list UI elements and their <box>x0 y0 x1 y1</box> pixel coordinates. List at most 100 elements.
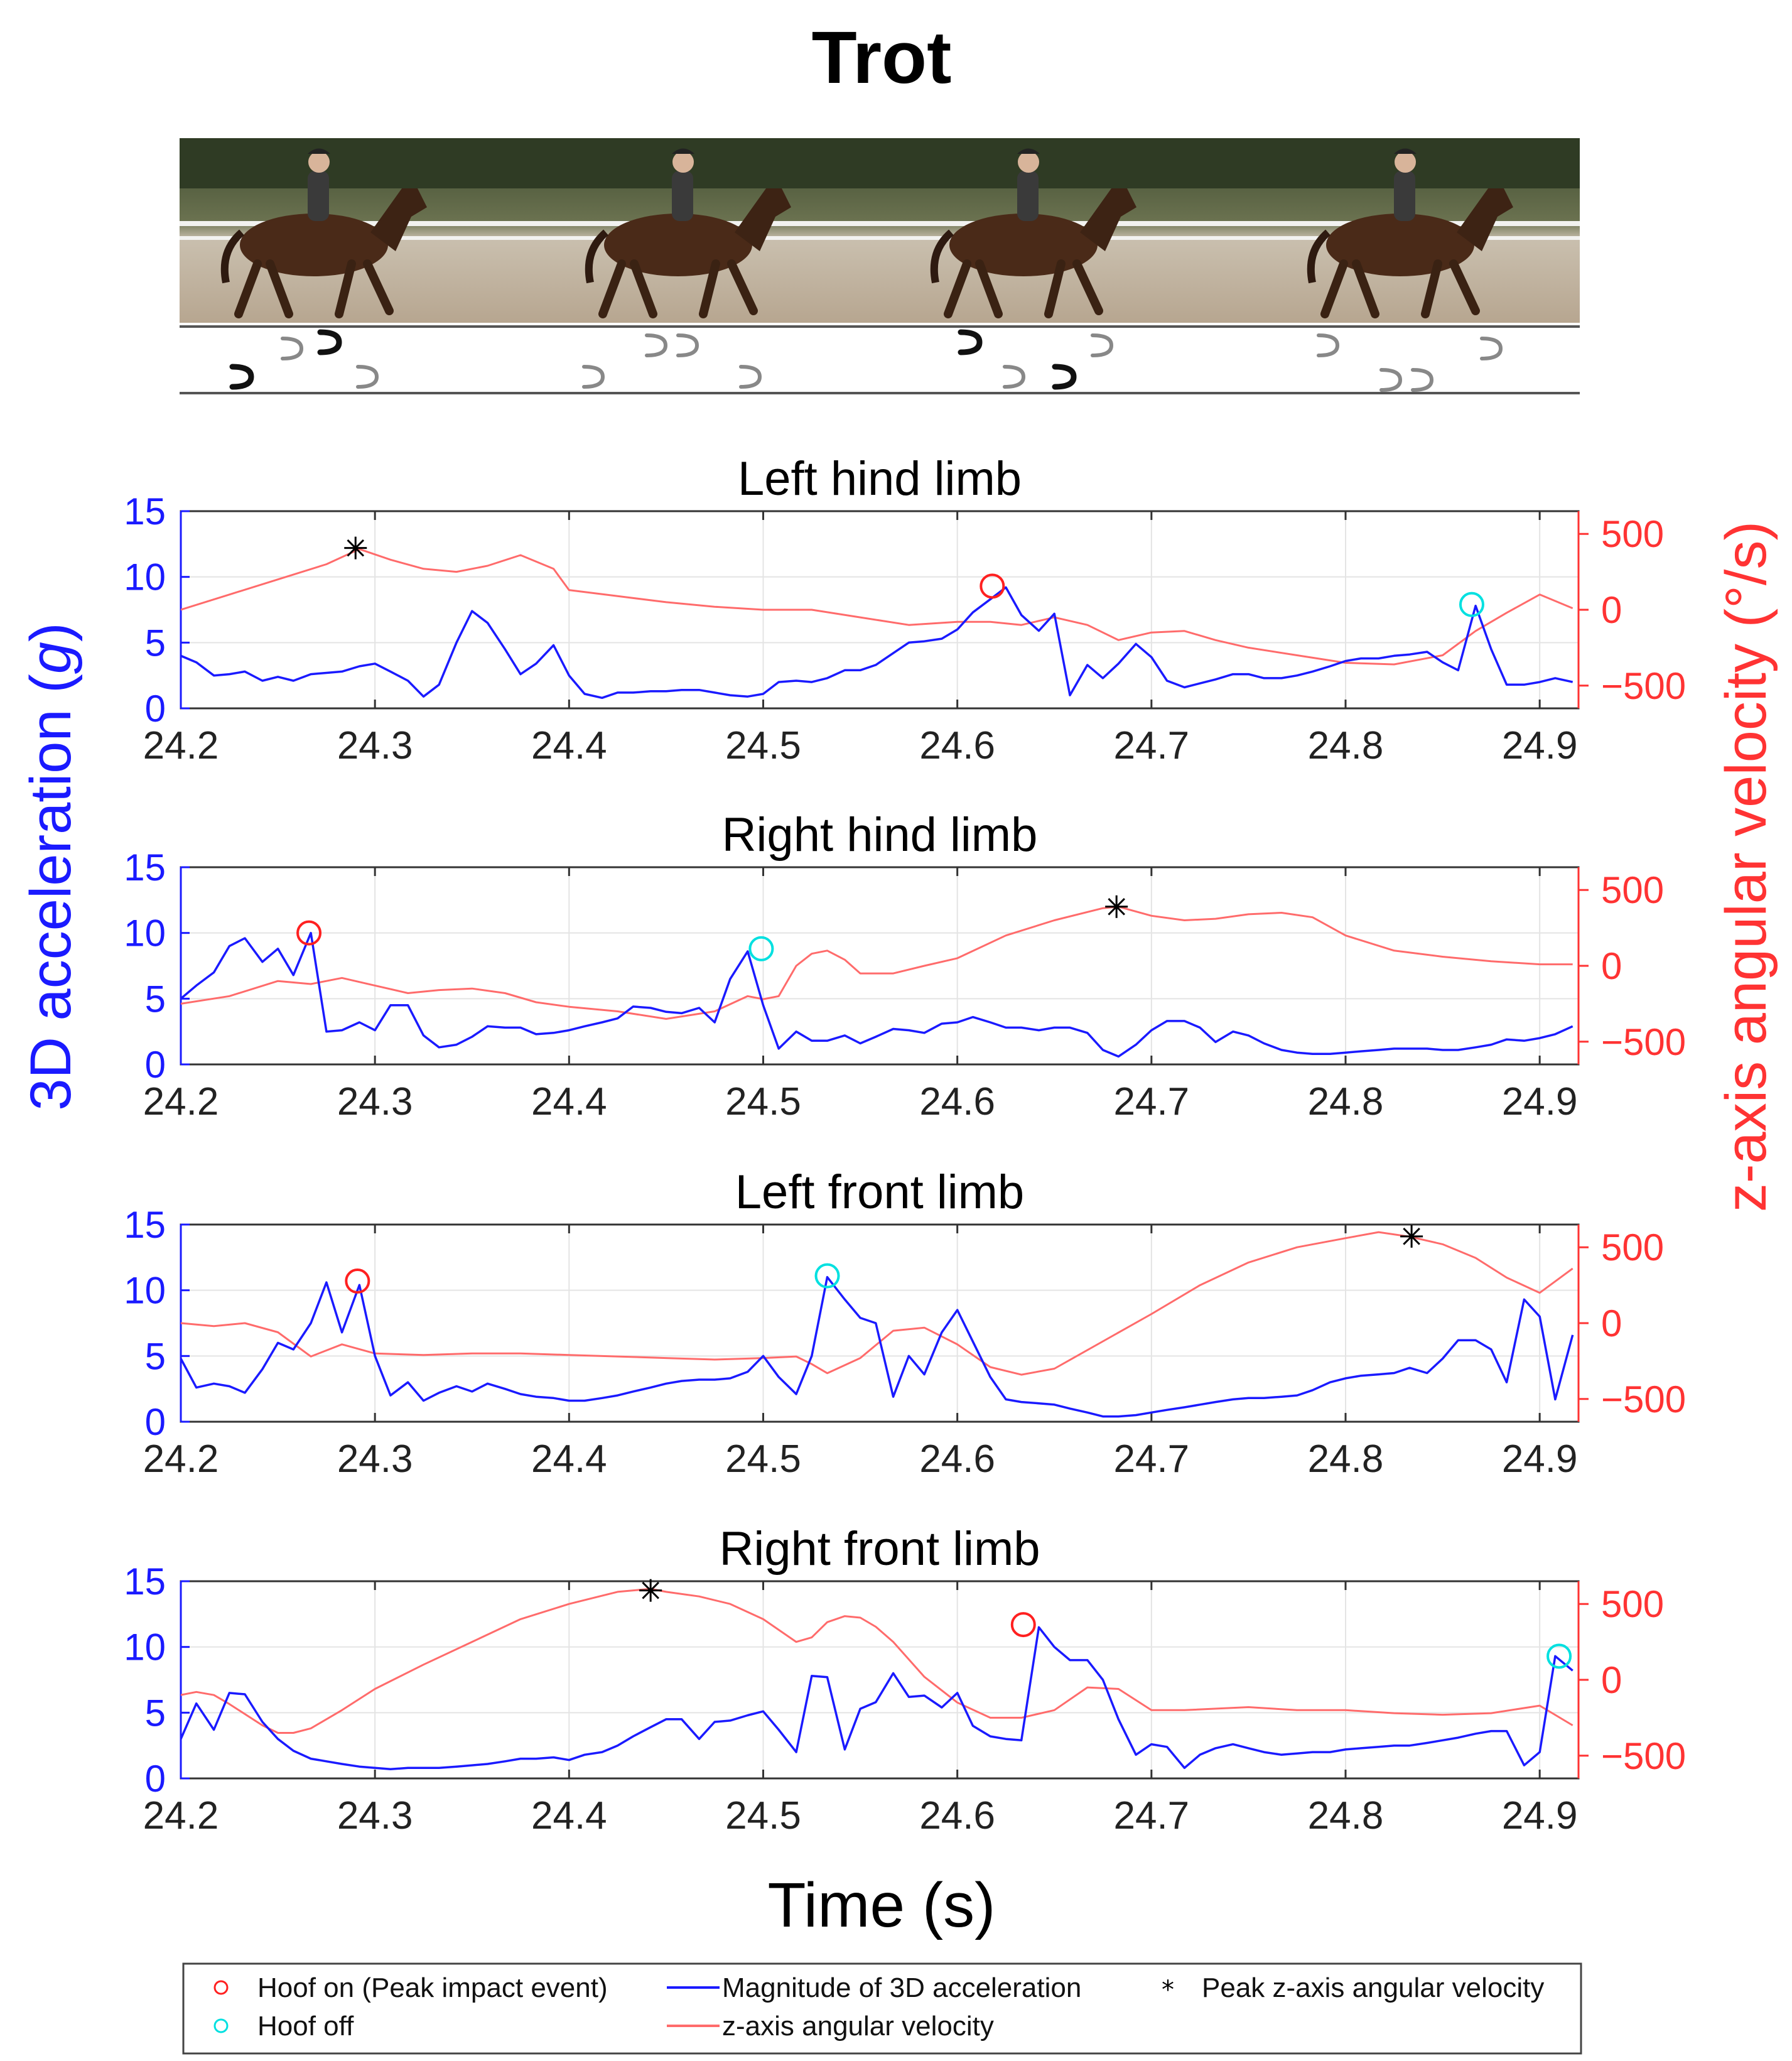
peak-angular-velocity-marker <box>639 1579 662 1602</box>
x-tick-label: 24.9 <box>1502 1437 1578 1481</box>
x-tick-label: 24.2 <box>143 1437 219 1481</box>
hoof-on-marker <box>296 920 322 946</box>
angular-velocity-series-line <box>181 548 1573 666</box>
x-tick-label: 24.3 <box>337 724 413 767</box>
x-tick-label: 24.6 <box>919 1080 995 1123</box>
horse-rider-icon <box>1307 148 1513 318</box>
y-tick-label-right: 0 <box>1601 945 1622 987</box>
x-tick-label: 24.8 <box>1308 724 1384 767</box>
hoof-print-icon <box>645 333 668 357</box>
hoof-print-icon <box>676 333 699 357</box>
acceleration-series-line <box>181 586 1573 700</box>
legend-angular-label: z-axis angular velocity <box>722 2011 994 2042</box>
horse-photo-strip <box>180 138 1580 323</box>
horse-rider-icon <box>585 148 791 318</box>
hoof-print-icon <box>281 337 304 360</box>
x-tick-label: 24.2 <box>143 1080 219 1123</box>
panel-left-hind-limb: Left hind limb 24.2 24.3 24.4 24.5 24.6 24.7 24… <box>124 452 1686 767</box>
hoof-on-marker <box>345 1269 370 1294</box>
x-tick-label: 24.2 <box>143 1794 219 1837</box>
axes-box <box>180 1223 1580 1423</box>
panel-title: Right hind limb <box>722 808 1038 862</box>
arena-fence <box>180 221 1580 240</box>
hoof-print-icon <box>1411 368 1434 392</box>
hoof-print-icon <box>1317 333 1340 357</box>
acceleration-series-line <box>181 1626 1573 1771</box>
figure-title: Trot <box>812 16 952 99</box>
x-tick-label: 24.4 <box>531 724 607 767</box>
hoof-off-marker <box>1459 592 1484 617</box>
x-tick-label: 24.8 <box>1308 1794 1384 1837</box>
x-tick-label: 24.3 <box>337 1437 413 1481</box>
axes-box <box>180 510 1580 710</box>
y-tick-label-left: 0 <box>145 688 166 730</box>
y-tick-label-left: 15 <box>124 847 166 889</box>
x-axis-label: Time (s) <box>768 1870 996 1940</box>
x-tick-label: 24.7 <box>1113 1080 1189 1123</box>
hoof-on-marker <box>1010 1612 1036 1638</box>
x-tick-label: 24.9 <box>1502 1080 1578 1123</box>
x-tick-label: 24.9 <box>1502 1794 1578 1837</box>
x-tick-label: 24.8 <box>1308 1437 1384 1481</box>
hoof-print-icon <box>739 365 762 389</box>
y-tick-label-right: −500 <box>1601 665 1686 707</box>
y-tick-label-left: 10 <box>124 1626 166 1669</box>
legend-hoof-off-label: Hoof off <box>257 2011 354 2042</box>
x-tick-label: 24.6 <box>919 724 995 767</box>
x-tick-label: 24.5 <box>725 1080 801 1123</box>
acceleration-series-line <box>181 1275 1574 1418</box>
y-tick-label-left: 5 <box>145 1335 166 1377</box>
legend-peak-marker: * <box>1162 1976 1174 2004</box>
y-axis-label-right: z-axis angular velocity (°/s) <box>1714 521 1778 1212</box>
acceleration-series-line <box>181 931 1573 1058</box>
hoof-print-icon <box>356 365 379 389</box>
y-tick-label-right: 500 <box>1601 869 1664 911</box>
grid <box>180 1224 1579 1422</box>
hoof-print-icon <box>1003 365 1026 389</box>
y-tick-label-right: 0 <box>1601 589 1622 631</box>
horse-silhouettes <box>220 148 1513 318</box>
y-tick-label-left: 0 <box>145 1401 166 1443</box>
y-tick-label-right: 0 <box>1601 1659 1622 1701</box>
y-tick-label-left: 5 <box>145 622 166 664</box>
y-tick-label-left: 0 <box>145 1758 166 1800</box>
legend-hoof-off-marker <box>213 2018 229 2033</box>
hoof-print-icon <box>1480 337 1503 360</box>
hoof-pattern-strip <box>180 325 1580 394</box>
x-tick-label: 24.3 <box>337 1794 413 1837</box>
y-tick-label-left: 10 <box>124 556 166 598</box>
legend-peak-label: Peak z-axis angular velocity <box>1202 1972 1544 2003</box>
hoof-off-marker <box>1546 1643 1572 1669</box>
axes-box <box>180 1580 1580 1780</box>
legend-hoof-on-label: Hoof on (Peak impact event) <box>257 1972 608 2003</box>
x-tick-label: 24.4 <box>531 1794 607 1837</box>
grid <box>180 511 1579 709</box>
panel-title: Left hind limb <box>738 452 1022 506</box>
angular-velocity-series-line <box>181 906 1573 1020</box>
hoof-off-marker <box>748 936 774 961</box>
y-tick-label-right: −500 <box>1601 1378 1686 1420</box>
y-tick-label-right: −500 <box>1601 1021 1686 1063</box>
hoof-on-marker <box>980 573 1005 599</box>
y-tick-label-right: 0 <box>1601 1302 1622 1344</box>
angular-velocity-series-line <box>181 1231 1573 1376</box>
horse-rider-icon <box>220 148 427 318</box>
y-tick-label-left: 10 <box>124 1270 166 1312</box>
hoof-print-icon <box>1052 364 1077 390</box>
peak-angular-velocity-marker <box>1400 1225 1423 1248</box>
hoof-print-icon <box>582 365 605 389</box>
angular-velocity-series-line <box>181 1588 1573 1734</box>
y-tick-label-left: 5 <box>145 1692 166 1734</box>
panel-title: Right front limb <box>719 1522 1040 1576</box>
legend-acceleration-label: Magnitude of 3D acceleration <box>722 1972 1081 2003</box>
x-tick-label: 24.7 <box>1113 1437 1189 1481</box>
y-tick-label-right: 500 <box>1601 1226 1664 1269</box>
x-tick-label: 24.5 <box>725 1437 801 1481</box>
hoof-print-icon <box>317 329 342 355</box>
y-tick-label-left: 15 <box>124 1204 166 1246</box>
panel-title: Left front limb <box>735 1166 1024 1219</box>
panel-right-hind-limb: Right hind limb 24.2 24.3 24.4 24.5 24.6 24.7 2… <box>124 808 1686 1123</box>
x-tick-label: 24.5 <box>725 724 801 767</box>
panel-right-front-limb: Right front limb 24.2 24.3 24.4 24.5 24.6 24.7… <box>124 1522 1686 1837</box>
